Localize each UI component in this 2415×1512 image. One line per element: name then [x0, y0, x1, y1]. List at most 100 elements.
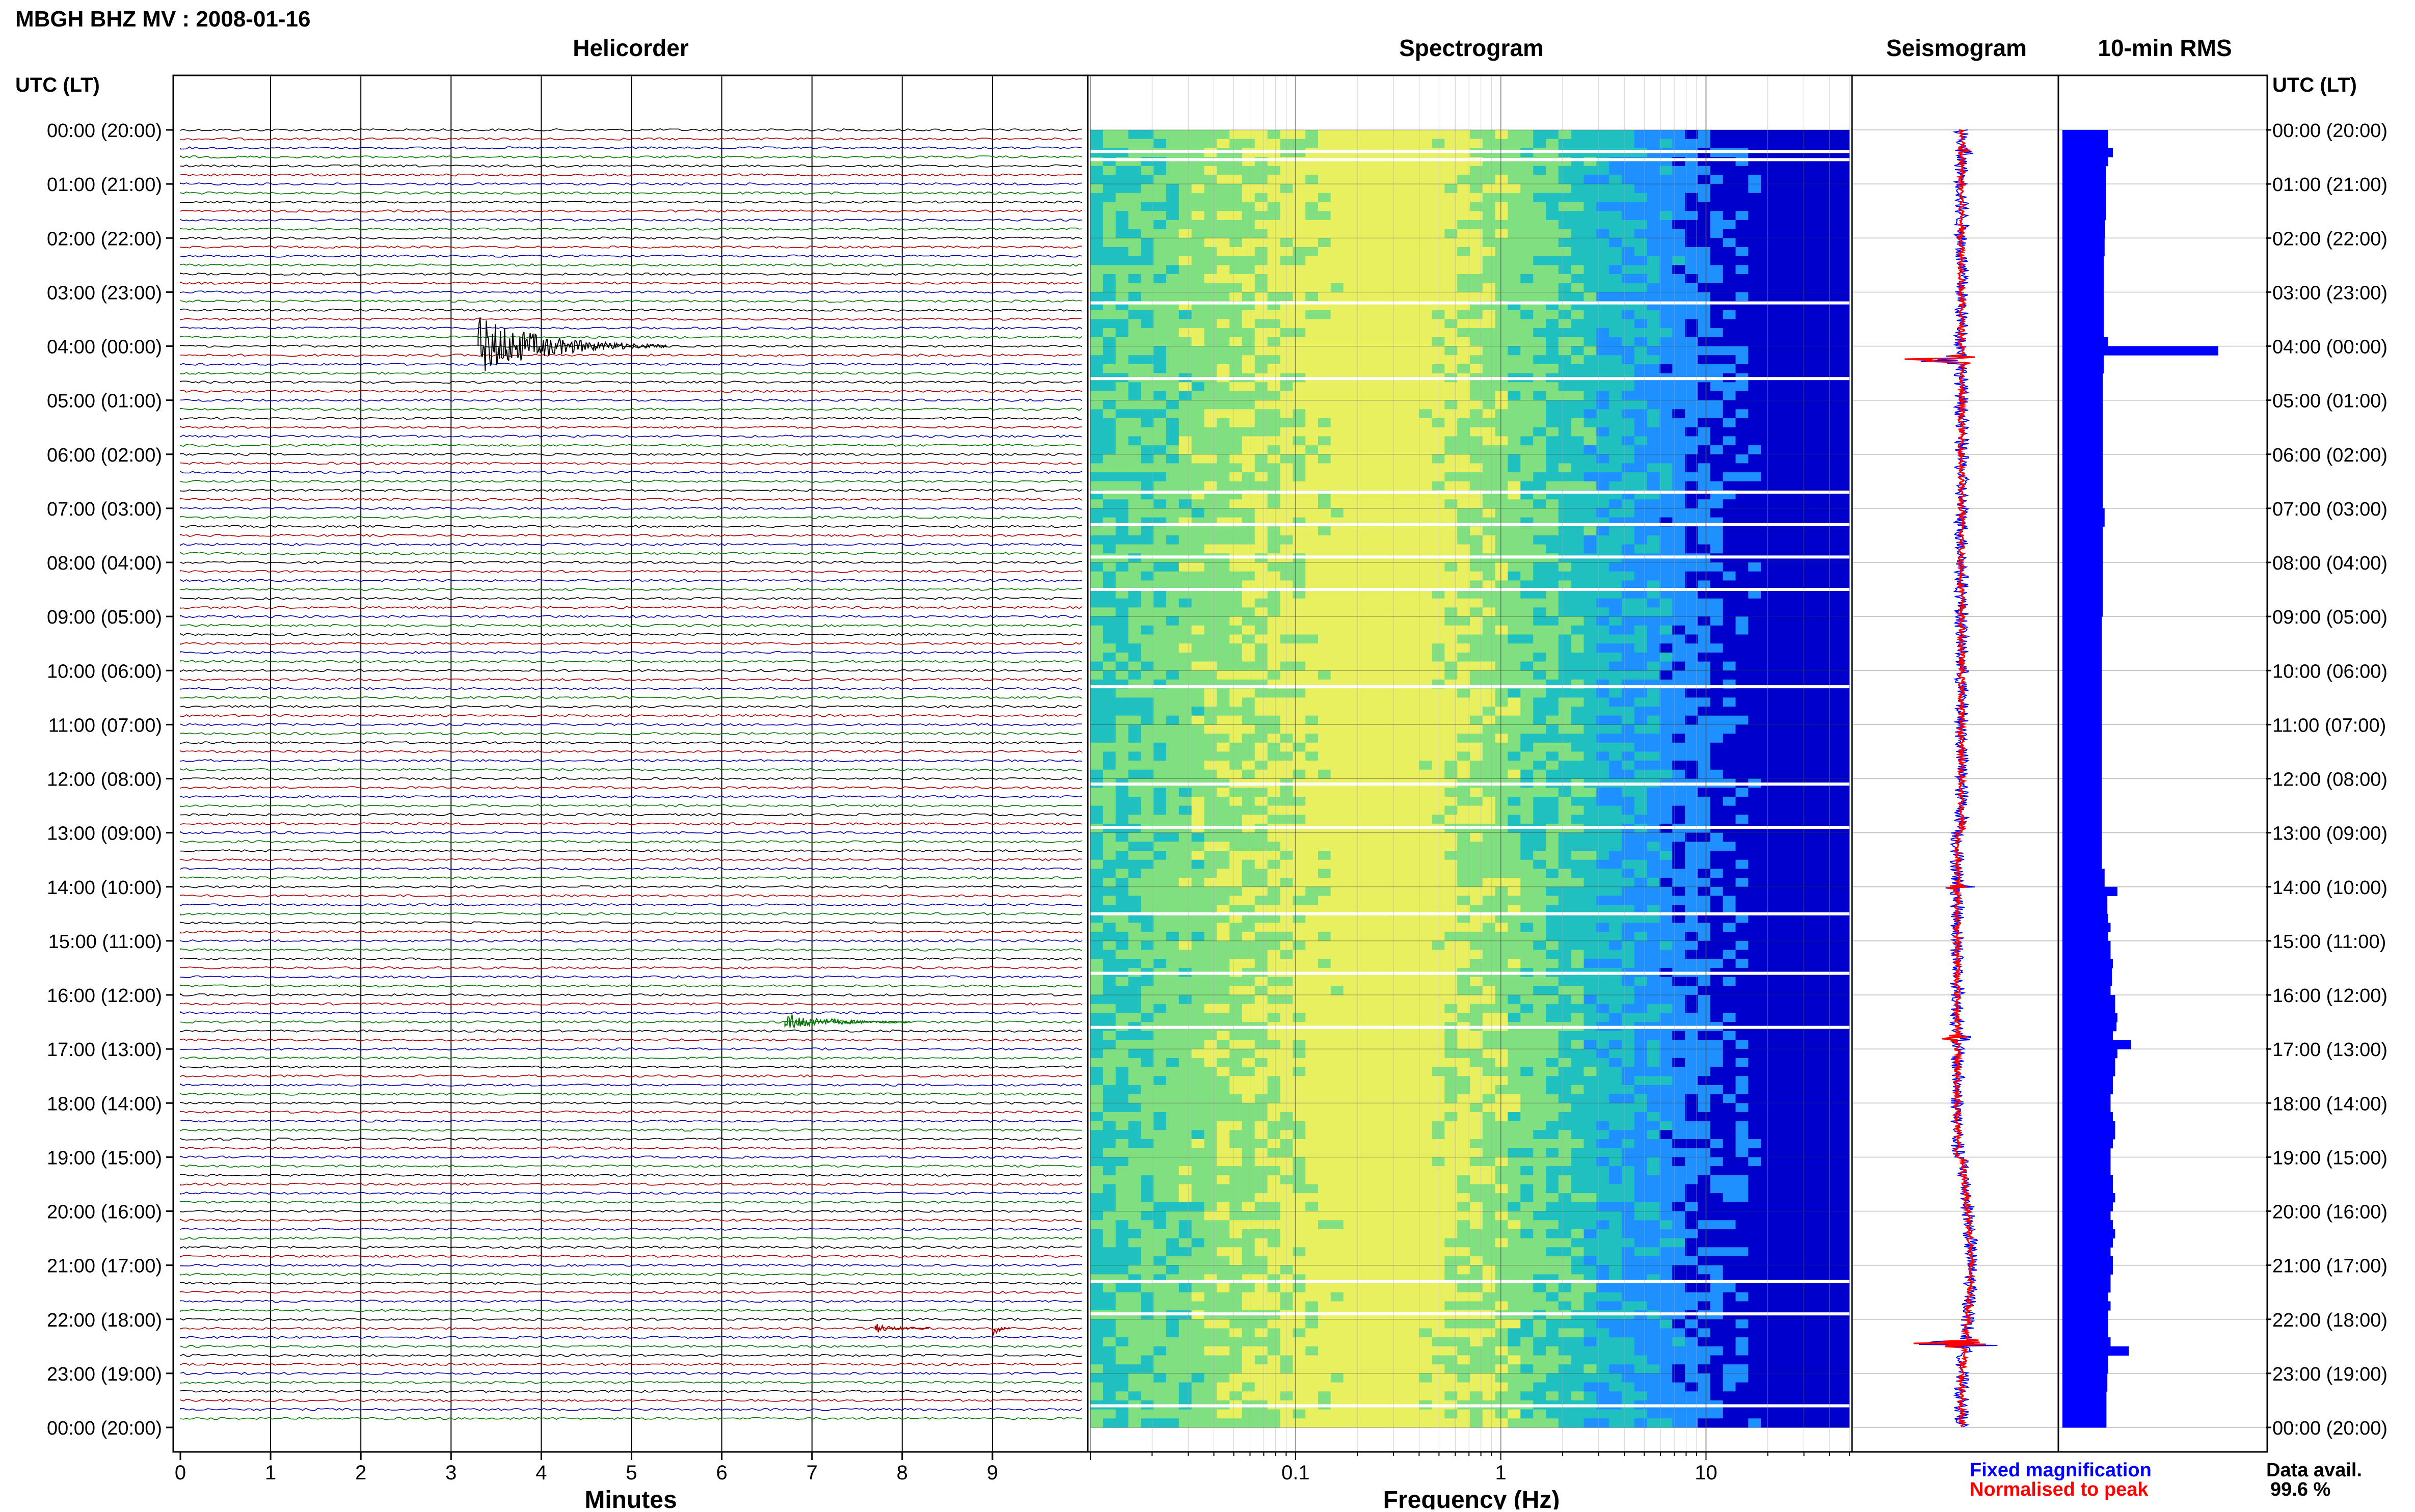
- spectrogram-cell: [1204, 697, 1217, 707]
- spectrogram-cell: [1482, 454, 1496, 464]
- spectrogram-cell: [1293, 562, 1306, 572]
- spectrogram-cell: [1343, 688, 1357, 698]
- spectrogram-cell: [1204, 247, 1217, 257]
- spectrogram-cell: [1128, 598, 1141, 608]
- spectrogram-cell: [1419, 815, 1433, 824]
- spectrogram-cell: [1647, 661, 1660, 671]
- spectrogram-cell: [1090, 220, 1104, 230]
- spectrogram-cell: [1318, 535, 1331, 545]
- spectrogram-cell: [1166, 842, 1179, 851]
- spectrogram-cell: [1293, 869, 1306, 878]
- spectrogram-cell: [1470, 715, 1483, 725]
- spectrogram-cell: [1698, 238, 1711, 248]
- spectrogram-cell: [1141, 481, 1154, 491]
- spectrogram-cell: [1406, 688, 1420, 698]
- spectrogram-cell: [1141, 625, 1154, 635]
- spectrogram-cell: [1609, 445, 1622, 455]
- spectrogram-cell: [1596, 616, 1609, 626]
- spectrogram-cell: [1267, 842, 1281, 851]
- spectrogram-cell: [1090, 616, 1104, 626]
- spectrogram-cell: [1406, 220, 1420, 230]
- spectrogram-cell: [1609, 193, 1622, 203]
- spectrogram-cell: [1330, 832, 1344, 842]
- spectrogram-cell: [1103, 202, 1116, 211]
- spectrogram-cell: [1622, 508, 1635, 518]
- spectrogram-cell: [1482, 274, 1496, 284]
- spectrogram-cell: [1584, 238, 1597, 248]
- spectrogram-cell: [1103, 274, 1116, 284]
- spectrogram-cell: [1229, 319, 1243, 329]
- spectrogram-cell: [1115, 445, 1129, 455]
- spectrogram-cell: [1735, 346, 1749, 356]
- spectrogram-cell: [1280, 562, 1293, 572]
- spectrogram-cell: [1406, 346, 1420, 356]
- spectrogram-cell: [1305, 481, 1319, 491]
- spectrogram-cell: [1254, 481, 1268, 491]
- spectrogram-cell: [1217, 616, 1230, 626]
- spectrogram-cell: [1204, 571, 1217, 581]
- spectrogram-cell: [1761, 589, 1774, 599]
- spectrogram-cell: [1166, 355, 1179, 365]
- spectrogram-cell: [1558, 535, 1572, 545]
- spectrogram-cell: [1748, 796, 1761, 806]
- spectrogram-cell: [1229, 788, 1243, 797]
- spectrogram-cell: [1090, 130, 1104, 140]
- spectrogram-cell: [1217, 769, 1230, 779]
- spectrogram-cell: [1178, 175, 1192, 184]
- spectrogram-cell: [1837, 481, 1850, 491]
- spectrogram-cell: [1495, 734, 1509, 743]
- spectrogram-cell: [1369, 454, 1382, 464]
- spectrogram-cell: [1470, 472, 1483, 482]
- spectrogram-cell: [1698, 796, 1711, 806]
- spectrogram-cell: [1609, 229, 1622, 238]
- spectrogram-cell: [1799, 607, 1812, 617]
- spectrogram-cell: [1546, 842, 1559, 851]
- spectrogram-cell: [1356, 851, 1369, 860]
- spectrogram-cell: [1533, 796, 1546, 806]
- spectrogram-cell: [1520, 815, 1534, 824]
- spectrogram-cell: [1811, 229, 1824, 238]
- spectrogram-cell: [1735, 400, 1749, 410]
- spectrogram-cell: [1318, 643, 1331, 653]
- spectrogram-cell: [1647, 346, 1660, 356]
- spectrogram-cell: [1293, 166, 1306, 176]
- spectrogram-cell: [1115, 859, 1129, 869]
- spectrogram-cell: [1242, 625, 1255, 635]
- spectrogram-cell: [1457, 391, 1470, 401]
- spectrogram-cell: [1571, 292, 1585, 302]
- spectrogram-cell: [1774, 400, 1787, 410]
- spectrogram-cell: [1622, 859, 1635, 869]
- spectrogram-cell: [1394, 364, 1407, 374]
- spectrogram-cell: [1761, 625, 1774, 635]
- spectrogram-cell: [1710, 625, 1724, 635]
- spectrogram-cell: [1482, 409, 1496, 419]
- spectrogram-cell: [1470, 256, 1483, 265]
- spectrogram-cell: [1318, 842, 1331, 851]
- spectrogram-cell: [1229, 734, 1243, 743]
- spectrogram-cell: [1685, 481, 1698, 491]
- spectrogram-cell: [1090, 319, 1104, 329]
- spectrogram-cell: [1293, 499, 1306, 509]
- spectrogram-cell: [1710, 634, 1724, 644]
- spectrogram-cell: [1647, 544, 1660, 554]
- spectrogram-cell: [1369, 499, 1382, 509]
- spectrogram-cell: [1837, 508, 1850, 518]
- spectrogram-cell: [1128, 724, 1141, 734]
- spectrogram-cell: [1659, 166, 1673, 176]
- spectrogram-cell: [1330, 238, 1344, 248]
- spectrogram-cell: [1735, 851, 1749, 860]
- spectrogram-cell: [1811, 535, 1824, 545]
- spectrogram-cell: [1356, 409, 1369, 419]
- spectrogram-cell: [1685, 184, 1698, 194]
- spectrogram-cell: [1343, 625, 1357, 635]
- spectrogram-cell: [1470, 454, 1483, 464]
- spectrogram-cell: [1533, 247, 1546, 257]
- spectrogram-cell: [1229, 274, 1243, 284]
- spectrogram-cell: [1495, 427, 1509, 437]
- spectrogram-cell: [1520, 724, 1534, 734]
- spectrogram-cell: [1356, 869, 1369, 878]
- spectrogram-cell: [1647, 409, 1660, 419]
- spectrogram-cell: [1369, 391, 1382, 401]
- spectrogram-cell: [1659, 454, 1673, 464]
- spectrogram-cell: [1419, 454, 1433, 464]
